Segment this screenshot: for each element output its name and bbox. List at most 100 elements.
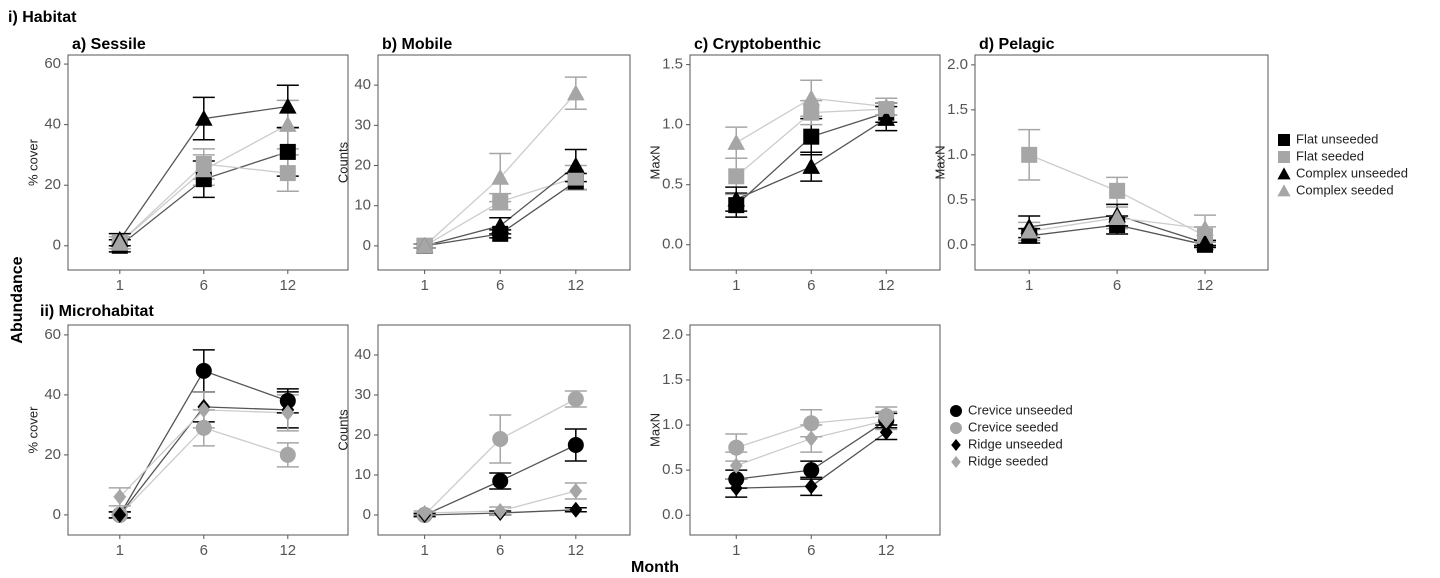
marker	[111, 233, 129, 250]
marker	[195, 362, 212, 379]
legend-marker	[1277, 184, 1291, 197]
y-tick-label: 0	[53, 506, 61, 523]
marker	[728, 168, 745, 185]
marker	[197, 401, 211, 418]
plot-frame	[67, 324, 349, 536]
y-tick-label: 20	[354, 156, 371, 173]
y-tick-label: 0.0	[947, 236, 968, 253]
legend-marker	[950, 422, 962, 434]
legend-marker	[1277, 167, 1291, 180]
marker	[879, 424, 893, 441]
legend-label: Ridge unseeded	[968, 436, 1063, 451]
y-tick-label: 2.0	[662, 326, 683, 343]
marker	[567, 391, 584, 407]
marker	[729, 457, 743, 474]
marker	[1109, 182, 1126, 199]
y-tick-label: 40	[354, 346, 371, 363]
section-title: ii) Microhabitat	[40, 303, 154, 320]
x-tick-label: 1	[116, 277, 124, 294]
legend-marker	[950, 405, 962, 417]
y-tick-label: 30	[354, 386, 371, 403]
marker	[1196, 219, 1214, 236]
y-tick-label: 0.0	[662, 506, 683, 523]
y-axis-title: Abundance	[9, 256, 26, 343]
marker	[804, 478, 818, 495]
marker	[493, 503, 507, 519]
x-tick-label: 12	[567, 277, 584, 294]
y-tick-label: 20	[44, 446, 61, 463]
marker	[728, 439, 745, 456]
x-tick-label: 12	[279, 542, 296, 559]
plot-frame	[974, 54, 1269, 271]
x-tick-label: 1	[732, 542, 740, 559]
marker	[195, 161, 213, 178]
y-tick-label: 10	[354, 197, 371, 214]
legend-label: Flat unseeded	[1296, 131, 1378, 146]
y-tick-label: 40	[354, 76, 371, 93]
marker	[279, 97, 297, 114]
x-tick-label: 6	[807, 277, 815, 294]
y-tick-label: 20	[354, 426, 371, 443]
x-tick-label: 12	[567, 542, 584, 559]
x-axis-title: Month	[631, 559, 679, 576]
marker	[567, 437, 584, 453]
marker	[567, 156, 585, 173]
y-axis-label: Counts	[335, 141, 350, 183]
legend-marker	[951, 456, 961, 468]
y-tick-label: 2.0	[947, 56, 968, 73]
marker	[877, 109, 896, 126]
plot-frame	[377, 324, 631, 536]
marker	[1021, 146, 1038, 163]
y-tick-label: 0.0	[662, 236, 683, 253]
marker	[1108, 209, 1126, 226]
x-tick-label: 12	[279, 277, 296, 294]
marker	[804, 430, 818, 447]
legend-label: Crevice seeded	[968, 419, 1058, 434]
x-tick-label: 1	[1025, 277, 1033, 294]
y-tick-label: 0.5	[947, 191, 968, 208]
panel-title: c) Cryptobenthic	[694, 36, 821, 53]
legend-label: Flat seeded	[1296, 148, 1364, 163]
marker	[492, 193, 509, 210]
y-axis-label: MaxN	[647, 146, 662, 180]
marker	[1196, 234, 1214, 251]
marker	[279, 143, 296, 160]
y-tick-label: 0.5	[662, 176, 683, 193]
marker	[279, 165, 296, 182]
y-axis-label: Counts	[335, 409, 350, 451]
marker	[727, 190, 746, 207]
legend-label: Ridge seeded	[968, 453, 1048, 468]
marker	[1020, 222, 1039, 239]
marker	[729, 480, 743, 497]
marker	[279, 446, 296, 463]
legend-label: Complex unseeded	[1296, 165, 1408, 180]
marker	[569, 483, 583, 499]
marker	[195, 109, 213, 126]
y-tick-label: 40	[44, 116, 61, 133]
marker	[728, 471, 745, 488]
marker	[418, 505, 432, 521]
plot-frame	[377, 54, 631, 271]
y-tick-label: 40	[44, 386, 61, 403]
plot-frame	[67, 54, 349, 271]
marker	[802, 89, 821, 106]
y-tick-label: 0	[363, 237, 371, 254]
y-tick-label: 0	[363, 506, 371, 523]
marker	[415, 237, 434, 254]
x-tick-label: 6	[200, 277, 208, 294]
y-tick-label: 1.5	[662, 371, 683, 388]
marker	[113, 488, 127, 505]
x-tick-label: 1	[116, 542, 124, 559]
marker	[113, 506, 127, 523]
section-title: i) Habitat	[8, 9, 77, 26]
marker	[279, 115, 297, 132]
x-tick-label: 12	[1197, 277, 1214, 294]
y-axis-label: MaxN	[647, 413, 662, 447]
marker	[281, 404, 295, 421]
marker	[803, 462, 820, 479]
marker	[727, 133, 746, 150]
plot-frame	[689, 324, 941, 536]
marker	[492, 473, 509, 489]
y-tick-label: 60	[44, 326, 61, 343]
